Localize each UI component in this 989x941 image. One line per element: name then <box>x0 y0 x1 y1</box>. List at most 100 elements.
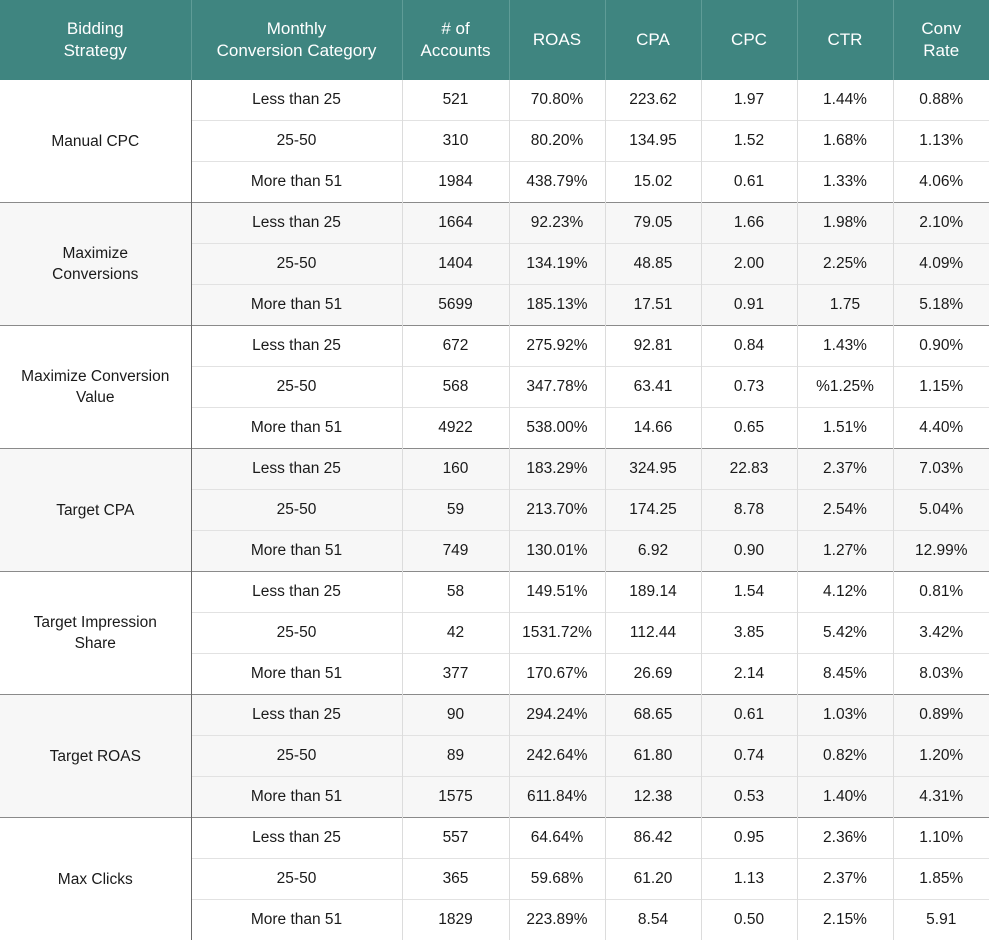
ctr-cell: 1.43% <box>796 325 893 367</box>
conv-rate-cell: 4.06% <box>892 161 989 203</box>
roas-cell: 92.23% <box>508 202 605 244</box>
conversion-category-cell: More than 51 <box>190 407 402 449</box>
conv-rate-cell: 5.91 <box>892 899 989 940</box>
ctr-cell: 1.98% <box>796 202 893 244</box>
conv-rate-cell: 4.09% <box>892 243 989 285</box>
ctr-cell: 1.33% <box>796 161 893 203</box>
header-accounts: # of Accounts <box>401 0 509 80</box>
roas-cell: 130.01% <box>508 530 605 572</box>
cpc-cell: 2.00 <box>700 243 797 285</box>
table-row: More than 51 4922 538.00% 14.66 0.65 1.51% 4.4… <box>0 407 989 449</box>
cpa-cell: 8.54 <box>604 899 701 940</box>
cpc-cell: 1.97 <box>700 80 797 121</box>
cpa-cell: 174.25 <box>604 489 701 531</box>
ctr-cell: 2.37% <box>796 858 893 900</box>
table-row: More than 51 1575 611.84% 12.38 0.53 1.40% 4.3… <box>0 776 989 818</box>
strategy-cell: Manual CPC <box>0 80 192 203</box>
table-body: Manual CPC Less than 25 521 70.80% 223.62 1.9… <box>0 80 989 940</box>
cpc-cell: 0.90 <box>700 530 797 572</box>
accounts-cell: 90 <box>401 694 509 736</box>
table-row: More than 51 749 130.01% 6.92 0.90 1.27% 12.99… <box>0 530 989 572</box>
roas-cell: 149.51% <box>508 571 605 613</box>
roas-cell: 223.89% <box>508 899 605 940</box>
cpc-cell: 1.52 <box>700 120 797 162</box>
table-row: More than 51 1829 223.89% 8.54 0.50 2.15% 5.91 <box>0 899 989 940</box>
accounts-cell: 557 <box>401 817 509 859</box>
ctr-cell: 8.45% <box>796 653 893 695</box>
cpa-cell: 15.02 <box>604 161 701 203</box>
conv-rate-cell: 1.20% <box>892 735 989 777</box>
accounts-cell: 5699 <box>401 284 509 326</box>
ctr-cell: 2.15% <box>796 899 893 940</box>
roas-cell: 80.20% <box>508 120 605 162</box>
roas-cell: 64.64% <box>508 817 605 859</box>
conversion-category-cell: 25-50 <box>190 120 402 162</box>
roas-cell: 438.79% <box>508 161 605 203</box>
accounts-cell: 1404 <box>401 243 509 285</box>
conversion-category-cell: 25-50 <box>190 735 402 777</box>
ctr-cell: 1.27% <box>796 530 893 572</box>
conversion-category-cell: Less than 25 <box>190 817 402 859</box>
roas-cell: 1531.72% <box>508 612 605 654</box>
cpa-cell: 324.95 <box>604 448 701 490</box>
conversion-category-cell: Less than 25 <box>190 325 402 367</box>
cpc-cell: 0.65 <box>700 407 797 449</box>
conv-rate-cell: 4.31% <box>892 776 989 818</box>
conv-rate-cell: 1.15% <box>892 366 989 408</box>
accounts-cell: 310 <box>401 120 509 162</box>
cpc-cell: 2.14 <box>700 653 797 695</box>
roas-cell: 134.19% <box>508 243 605 285</box>
accounts-cell: 1984 <box>401 161 509 203</box>
cpc-cell: 0.95 <box>700 817 797 859</box>
roas-cell: 538.00% <box>508 407 605 449</box>
cpc-cell: 22.83 <box>700 448 797 490</box>
cpa-cell: 61.80 <box>604 735 701 777</box>
cpc-cell: 0.73 <box>700 366 797 408</box>
conversion-category-cell: 25-50 <box>190 243 402 285</box>
table-row: 25-50 365 59.68% 61.20 1.13 2.37% 1.85% <box>0 858 989 900</box>
conv-rate-cell: 3.42% <box>892 612 989 654</box>
ctr-cell: %1.25% <box>796 366 893 408</box>
roas-cell: 183.29% <box>508 448 605 490</box>
cpa-cell: 26.69 <box>604 653 701 695</box>
conv-rate-cell: 12.99% <box>892 530 989 572</box>
cpc-cell: 0.61 <box>700 694 797 736</box>
cpa-cell: 134.95 <box>604 120 701 162</box>
header-conv-rate: Conv Rate <box>892 0 989 80</box>
cpa-cell: 61.20 <box>604 858 701 900</box>
conversion-category-cell: More than 51 <box>190 161 402 203</box>
conversion-category-cell: 25-50 <box>190 612 402 654</box>
header-ctr: CTR <box>796 0 893 80</box>
ctr-cell: 1.68% <box>796 120 893 162</box>
accounts-cell: 160 <box>401 448 509 490</box>
table-row: 25-50 568 347.78% 63.41 0.73 %1.25% 1.15% <box>0 366 989 408</box>
conversion-category-cell: More than 51 <box>190 653 402 695</box>
conversion-category-cell: More than 51 <box>190 530 402 572</box>
cpa-cell: 68.65 <box>604 694 701 736</box>
roas-cell: 213.70% <box>508 489 605 531</box>
table-row: Maximize Conversion Value Less than 25 672 2… <box>0 325 989 449</box>
conversion-category-cell: Less than 25 <box>190 202 402 244</box>
cpa-cell: 86.42 <box>604 817 701 859</box>
accounts-cell: 1829 <box>401 899 509 940</box>
strategy-cell: Maximize Conversion Value <box>0 325 192 449</box>
roas-cell: 59.68% <box>508 858 605 900</box>
strategy-cell: Target CPA <box>0 448 192 572</box>
table-row: Target Impression Share Less than 25 58 149.… <box>0 571 989 695</box>
strategy-cell: Target ROAS <box>0 694 192 818</box>
conv-rate-cell: 7.03% <box>892 448 989 490</box>
conversion-category-cell: Less than 25 <box>190 571 402 613</box>
cpa-cell: 79.05 <box>604 202 701 244</box>
ctr-cell: 1.75 <box>796 284 893 326</box>
ctr-cell: 4.12% <box>796 571 893 613</box>
accounts-cell: 749 <box>401 530 509 572</box>
accounts-cell: 42 <box>401 612 509 654</box>
conversion-category-cell: 25-50 <box>190 489 402 531</box>
table-row: 25-50 89 242.64% 61.80 0.74 0.82% 1.20% <box>0 735 989 777</box>
cpa-cell: 63.41 <box>604 366 701 408</box>
accounts-cell: 568 <box>401 366 509 408</box>
accounts-cell: 377 <box>401 653 509 695</box>
ctr-cell: 2.25% <box>796 243 893 285</box>
table-row: 25-50 1404 134.19% 48.85 2.00 2.25% 4.09% <box>0 243 989 285</box>
ctr-cell: 2.54% <box>796 489 893 531</box>
